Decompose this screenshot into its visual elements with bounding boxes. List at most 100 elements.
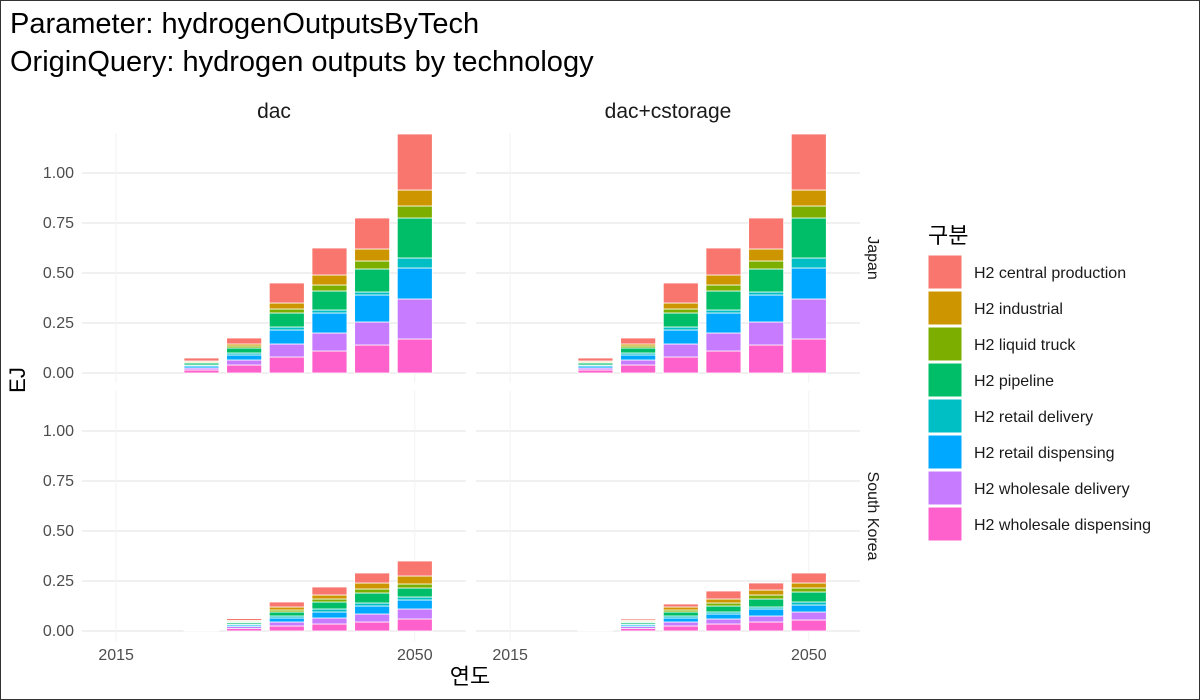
facet-strip-south-korea: South Korea [864,472,881,561]
bar-segment [354,572,391,584]
bar-segment [311,309,348,314]
bar-segment [354,605,391,615]
bar-segment [790,267,827,300]
bar-segment [354,602,391,607]
y-axis-title: EJ [5,367,30,393]
facet-strip-dac: dac [257,100,291,123]
bar-segment [662,282,699,304]
bar-segment [662,603,699,608]
legend-title: 구분 [928,223,968,248]
bar-segment [705,605,742,613]
bar-segment [226,337,263,345]
bar-segment [662,356,699,374]
bar-segment [354,344,391,374]
legend-key-h2-retail-dispensing [927,434,963,470]
bar-segment [620,354,657,361]
bar-segment [354,592,391,604]
bar-segment [311,332,348,352]
bar-segment [662,312,699,328]
bar-segment [268,343,305,358]
bar-segment [268,302,305,310]
bar-segment [396,583,433,589]
facet-strip-dac-cstorage: dac+cstorage [605,100,732,123]
x-tick-label: 2015 [98,647,134,664]
bar-segment [748,608,785,617]
legend-label-h2-retail-delivery: H2 retail delivery [974,409,1093,426]
bar-segment [790,587,827,593]
bar-segment [268,617,305,623]
bar-segment [705,290,742,311]
bar-segment [662,308,699,314]
bar-segment [705,247,742,276]
legend-key-h2-pipeline [927,362,963,398]
bar-segment [790,298,827,340]
bar-segment [396,618,433,632]
bar-segment [396,205,433,219]
legend-label-h2-liquid-truck: H2 liquid truck [974,337,1076,354]
bar-segment [662,621,699,627]
legend-label-h2-pipeline: H2 pipeline [974,373,1054,390]
bar-segment [354,291,391,296]
bar-segment [226,359,263,366]
bar-segment [705,312,742,334]
bar-segment [268,621,305,627]
bar-segment [311,594,348,600]
bar-segment [268,356,305,374]
bar-segment [790,619,827,632]
bar-segment [268,312,305,328]
bar-segment [268,326,305,331]
bar-segment [662,302,699,310]
bar-segment [662,343,699,358]
bar-segment [748,291,785,296]
bar-segment [748,582,785,591]
bar-segment [748,260,785,270]
bar-segment [354,613,391,623]
bar-segment [354,217,391,250]
bar-segment [311,586,348,596]
bar-segment [662,611,699,617]
bar-segment [311,598,348,603]
bar-segment [311,608,348,613]
legend-key-h2-wholesale-delivery [927,470,963,506]
y-tick-label: 0.00 [43,365,74,382]
bar-segment [183,369,220,374]
bar-segment [311,350,348,374]
bar-segment [662,625,699,632]
bar-segment [705,332,742,352]
bar-segment [354,294,391,323]
bar-segment [790,572,827,584]
bar-segment [226,364,263,374]
y-tick-label: 0.50 [43,265,74,282]
x-tick-label: 2050 [397,647,433,664]
bar-segment [748,321,785,346]
bar-segment [396,189,433,207]
bar-segment [620,364,657,374]
bar-segment [577,357,614,362]
bar-segment [268,611,305,617]
bar-segment [705,309,742,314]
bar-segment [705,598,742,604]
x-axis-title: 연도 [450,664,490,689]
bar-segment [268,625,305,632]
legend-key-h2-central-production [927,254,963,290]
bar-segment [396,560,433,577]
bar-segment [748,268,785,293]
bar-segment [311,617,348,625]
bar-segment [183,357,220,362]
bar-segment [620,337,657,345]
bar-segment [620,618,657,621]
bar-segment [311,290,348,311]
bar-segment [705,602,742,607]
bar-segment [396,257,433,269]
bar-segment [311,312,348,334]
bar-segment [396,267,433,300]
bar-segment [311,601,348,610]
bar-segment [268,601,305,608]
y-tick-label: 0.75 [43,473,74,490]
bar-segment [748,594,785,600]
bar-segment [311,611,348,619]
bar-segment [396,338,433,374]
bar-segment [311,247,348,276]
legend-key-h2-retail-delivery [927,398,963,434]
